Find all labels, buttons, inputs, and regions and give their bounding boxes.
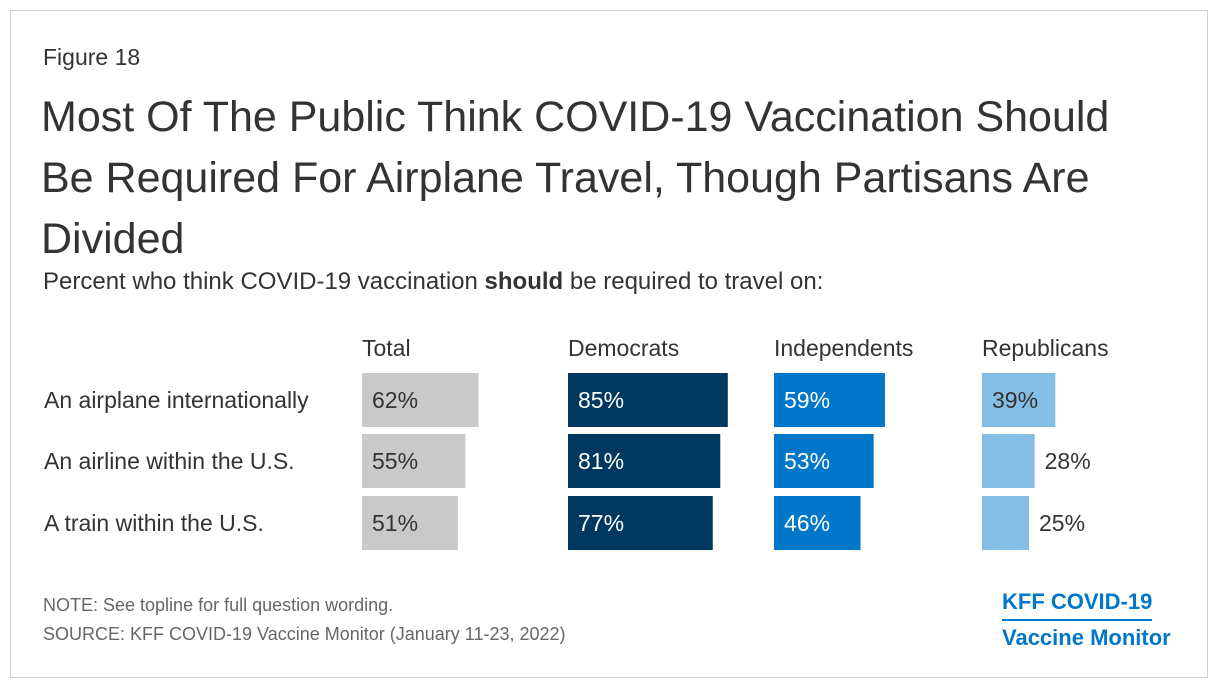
bar-republicans-a-train-within-the-u-s: [982, 496, 1029, 550]
logo-line-2: Vaccine Monitor: [1002, 625, 1171, 650]
data-label-democrats-an-airline-within-the-u-s: 81%: [578, 448, 624, 474]
data-label-republicans-an-airplane-internationally: 39%: [992, 387, 1038, 413]
series-header-independents: Independents: [774, 335, 913, 361]
bar-total-a-train-within-the-u-s: [362, 496, 458, 550]
data-label-republicans-an-airline-within-the-u-s: 28%: [1045, 448, 1091, 474]
bar-independents-a-train-within-the-u-s: [774, 496, 861, 550]
series-header-republicans: Republicans: [982, 335, 1109, 361]
note-text: NOTE: See topline for full question word…: [43, 595, 394, 615]
bar-total-an-airline-within-the-u-s: [362, 434, 466, 488]
source-text: SOURCE: KFF COVID-19 Vaccine Monitor (Ja…: [43, 624, 566, 644]
bar-total-an-airplane-internationally: [362, 373, 479, 427]
kff-logo: KFF COVID-19 Vaccine Monitor: [1002, 585, 1182, 654]
figure-frame: [10, 10, 1208, 678]
bar-democrats-an-airplane-internationally: [568, 373, 728, 427]
logo-line-1: KFF COVID-19: [1002, 585, 1153, 621]
data-label-independents-an-airline-within-the-u-s: 53%: [784, 448, 830, 474]
data-label-independents-a-train-within-the-u-s: 46%: [784, 510, 830, 536]
bar-independents-an-airline-within-the-u-s: [774, 434, 874, 488]
data-label-total-an-airplane-internationally: 62%: [372, 387, 418, 413]
category-label-an-airplane-internationally: An airplane internationally: [44, 387, 309, 413]
data-label-republicans-a-train-within-the-u-s: 25%: [1039, 510, 1085, 536]
data-label-democrats-a-train-within-the-u-s: 77%: [578, 510, 624, 536]
chart-title: Most Of The Public Think COVID-19 Vaccin…: [41, 93, 1110, 263]
series-header-total: Total: [362, 335, 411, 361]
data-label-democrats-an-airplane-internationally: 85%: [578, 387, 624, 413]
bar-democrats-a-train-within-the-u-s: [568, 496, 713, 550]
category-label-an-airline-within-the-u-s: An airline within the U.S.: [44, 448, 295, 474]
data-label-total-a-train-within-the-u-s: 51%: [372, 510, 418, 536]
data-label-independents-an-airplane-internationally: 59%: [784, 387, 830, 413]
figure-label: Figure 18: [43, 44, 141, 70]
series-header-democrats: Democrats: [568, 335, 679, 361]
bar-independents-an-airplane-internationally: [774, 373, 885, 427]
chart-subtitle: Percent who think COVID-19 vaccination s…: [43, 268, 823, 296]
bar-republicans-an-airline-within-the-u-s: [982, 434, 1035, 488]
subtitle-bold: should: [484, 268, 564, 295]
data-label-total-an-airline-within-the-u-s: 55%: [372, 448, 418, 474]
category-label-a-train-within-the-u-s: A train within the U.S.: [44, 510, 264, 536]
subtitle-prefix: Percent who think COVID-19 vaccination: [43, 268, 485, 295]
bar-republicans-an-airplane-internationally: [982, 373, 1056, 427]
subtitle-suffix: be required to travel on:: [563, 268, 824, 295]
bar-democrats-an-airline-within-the-u-s: [568, 434, 721, 488]
